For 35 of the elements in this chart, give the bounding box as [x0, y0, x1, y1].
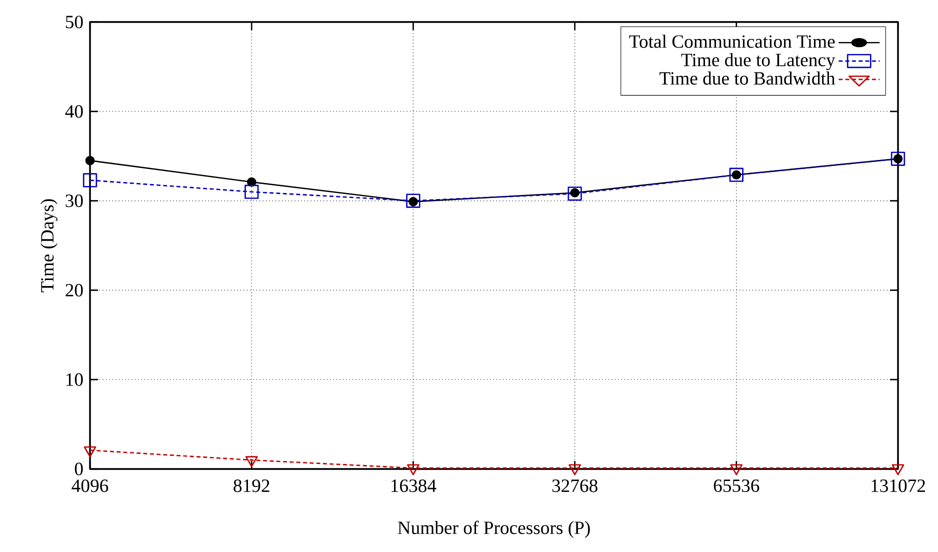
x-tick-label: 16384 [392, 479, 436, 492]
point [244, 184, 259, 199]
y-tick-label: 50 [66, 16, 83, 28]
y-axis-title: Time (Days) [40, 199, 58, 292]
point [893, 154, 903, 164]
point [85, 156, 95, 166]
point [82, 173, 98, 188]
point [408, 197, 418, 206]
x-tick-label: 32768 [552, 479, 598, 492]
point [406, 464, 420, 476]
point [570, 188, 580, 198]
y-tick-label: 10 [66, 373, 83, 386]
y-tick-label: 0 [74, 462, 83, 476]
y-tick-label: 30 [66, 194, 83, 208]
x-tick-label: 4096 [72, 479, 108, 492]
point [84, 446, 96, 458]
point [568, 186, 582, 201]
point [729, 168, 744, 182]
legend-label: Time due to Latency [681, 53, 836, 70]
x-tick-label: 8192 [234, 479, 270, 492]
point [892, 464, 904, 476]
point [568, 464, 582, 476]
point [245, 456, 258, 468]
point [890, 152, 906, 166]
point [246, 177, 256, 187]
legend-label: Time due to Bandwidth [660, 72, 836, 85]
x-tick-label: 65536 [714, 479, 760, 492]
point [732, 170, 742, 180]
x-tick-label: 131072 [872, 479, 925, 492]
point [406, 194, 420, 208]
legend-label: Total Communication Time [629, 34, 835, 48]
y-tick-label: 40 [65, 105, 83, 118]
y-tick-label: 20 [66, 284, 83, 296]
x-axis-title: Number of Processors (P) [398, 520, 590, 538]
point [730, 464, 743, 476]
